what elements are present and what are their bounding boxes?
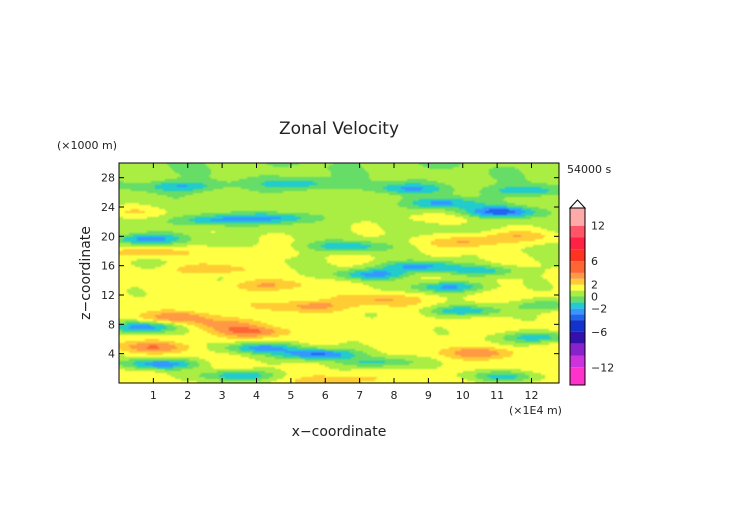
y-tick-label: 12: [101, 289, 115, 302]
colorbar-level: [570, 367, 585, 385]
y-tick-label: 16: [101, 260, 115, 273]
colorbar-tick-label: 2: [591, 279, 598, 292]
x-tick-label: 3: [219, 389, 226, 402]
colorbar-level: [570, 237, 585, 250]
colorbar: 12 6 20−2 −6 −12: [568, 199, 614, 386]
x-axis-label: x−coordinate: [292, 424, 387, 440]
y-tick-label: 20: [101, 230, 115, 243]
colorbar-level: [570, 284, 585, 291]
x-tick-label: 8: [391, 389, 398, 402]
colorbar-level: [570, 249, 585, 262]
colorbar-overflow-arrow: [568, 199, 587, 209]
x-tick-label: 10: [456, 389, 470, 402]
y-axis: 4 8 12 16 20 24 28: [101, 172, 559, 361]
x-tick-label: 6: [322, 389, 329, 402]
colorbar-level: [570, 272, 585, 279]
x-tick-label: 1: [150, 389, 157, 402]
colorbar-tick-label: 0: [591, 291, 598, 304]
x-tick-label: 5: [287, 389, 294, 402]
x-tick-label: 2: [184, 389, 191, 402]
colorbar-level: [570, 261, 585, 273]
x-tick-label: 4: [253, 389, 260, 402]
velocity-field: [119, 163, 559, 383]
colorbar-tick-label: −12: [591, 361, 614, 374]
colorbar-level: [570, 225, 585, 238]
colorbar-level: [570, 355, 585, 368]
colorbar-level: [570, 331, 585, 344]
y-tick-label: 24: [101, 201, 115, 214]
x-tick-label: 12: [525, 389, 539, 402]
x-tick-label: 7: [356, 389, 363, 402]
colorbar-level: [570, 296, 585, 303]
y-tick-label: 4: [108, 348, 115, 361]
x-tick-label: 9: [425, 389, 432, 402]
colorbar-tick-label: −6: [591, 326, 607, 339]
colorbar-level: [570, 314, 585, 321]
colorbar-level: [570, 320, 585, 332]
colorbar-level: [570, 302, 585, 309]
y-tick-label: 8: [108, 318, 115, 331]
colorbar-level: [570, 290, 585, 297]
plot-frame: [118, 162, 560, 384]
colorbar-tick-label: 12: [591, 220, 605, 233]
colorbar-level: [570, 278, 585, 285]
y-tick-label: 28: [101, 172, 115, 185]
x-unit-label: (×1E4 m): [509, 404, 562, 417]
time-label: 54000 s: [567, 163, 611, 176]
colorbar-level: [570, 343, 585, 356]
colorbar-level: [570, 308, 585, 315]
y-axis-label: z−coordinate: [78, 226, 94, 320]
x-tick-label: 11: [490, 389, 504, 402]
colorbar-tick-label: 6: [591, 255, 598, 268]
chart-title: Zonal Velocity: [279, 119, 399, 139]
plot-area: [118, 162, 560, 384]
y-unit-label: (×1000 m): [57, 139, 117, 152]
colorbar-tick-label: −2: [591, 302, 607, 315]
x-axis: 1 2 3 4 5 6 7 8 9 10 11 12: [150, 163, 539, 402]
colorbar-level: [570, 208, 585, 226]
